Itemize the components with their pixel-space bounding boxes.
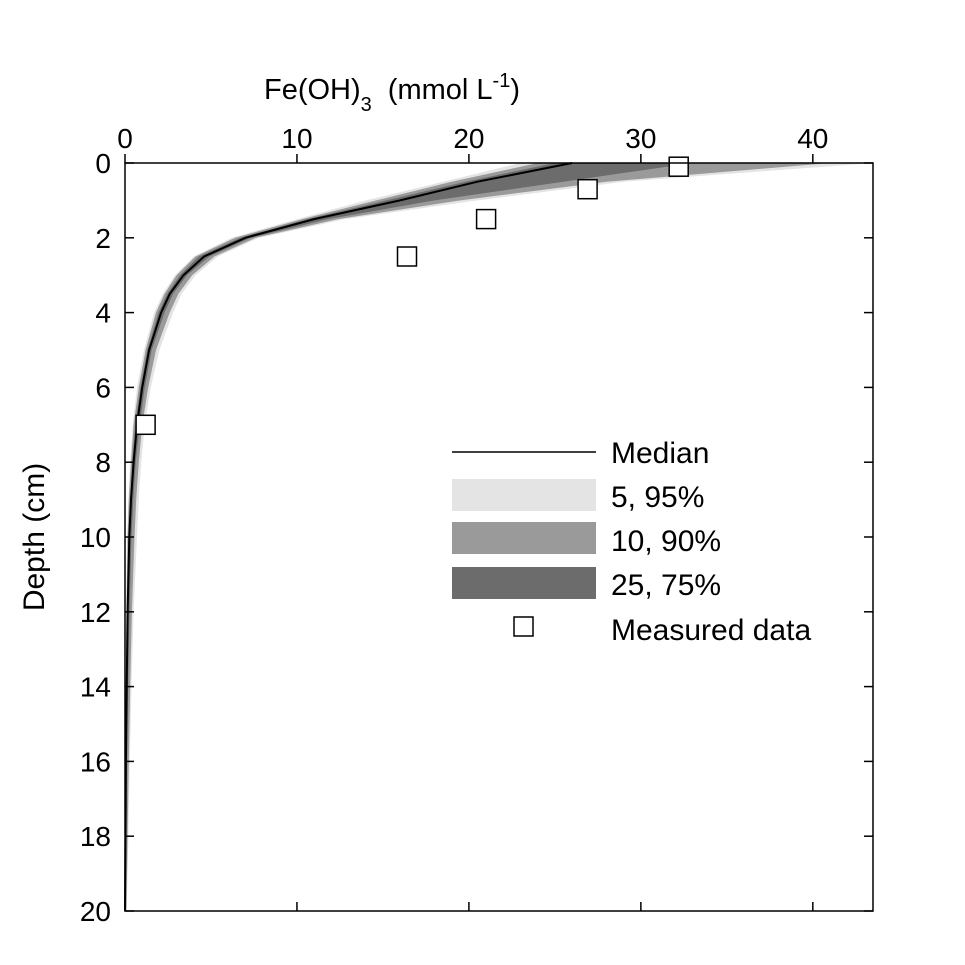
legend: Median 5, 95% 10, 90% 25, 75% Measured d… <box>452 437 811 647</box>
measured-point <box>668 156 689 177</box>
y-tick-label: 0 <box>95 148 111 179</box>
x-tick-label: 30 <box>625 123 656 154</box>
median-line <box>124 162 573 912</box>
x-axis-title: Fe(OH)3 (mmol L-1) <box>264 70 520 116</box>
legend-marker-label: Measured data <box>611 614 811 647</box>
legend-marker-swatch <box>513 616 534 637</box>
legend-band-10-90-swatch <box>452 522 596 554</box>
x-tick-label: 40 <box>797 123 828 154</box>
measured-markers <box>135 156 689 436</box>
y-axis-ticks: 0 2 4 6 8 10 12 14 16 18 20 <box>80 148 873 927</box>
y-axis-title: Depth (cm) <box>18 463 51 611</box>
y-tick-label: 12 <box>80 597 111 628</box>
median-layer <box>124 162 573 912</box>
y-tick-label: 10 <box>80 522 111 553</box>
x-tick-label: 10 <box>281 123 312 154</box>
legend-band-25-75-swatch <box>452 567 596 599</box>
y-tick-label: 20 <box>80 896 111 927</box>
measured-point <box>475 208 497 230</box>
legend-band-25-75-label: 25, 75% <box>611 569 721 602</box>
x-tick-label: 20 <box>453 123 484 154</box>
y-tick-label: 14 <box>80 672 111 703</box>
legend-band-5-95-label: 5, 95% <box>611 481 704 514</box>
y-tick-label: 6 <box>95 372 111 403</box>
y-tick-label: 2 <box>95 223 111 254</box>
y-tick-label: 4 <box>95 298 111 329</box>
legend-band-5-95-swatch <box>452 479 596 511</box>
y-tick-label: 8 <box>95 447 111 478</box>
measured-point <box>577 178 598 200</box>
y-tick-label: 18 <box>80 821 111 852</box>
legend-band-10-90-label: 10, 90% <box>611 525 721 558</box>
x-axis-ticks: 0 10 20 30 40 <box>117 123 828 911</box>
measured-point <box>396 246 418 267</box>
measured-point <box>135 414 156 436</box>
legend-median-label: Median <box>611 437 709 470</box>
y-tick-label: 16 <box>80 746 111 777</box>
x-tick-label: 0 <box>117 123 133 154</box>
